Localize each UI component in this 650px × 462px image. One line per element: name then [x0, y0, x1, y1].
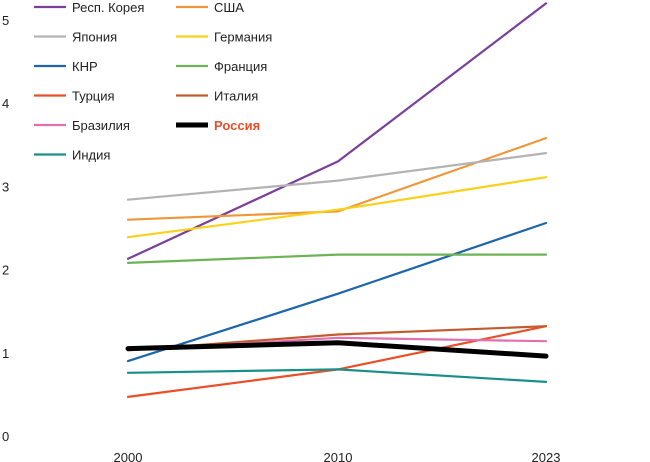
series-line-france [126, 253, 548, 264]
series-line-india [126, 368, 548, 383]
legend-label-russia: Россия [214, 118, 260, 133]
legend-label-france: Франция [214, 59, 267, 74]
legend-label-india: Индия [72, 148, 110, 163]
series-line-usa [126, 137, 548, 221]
y-tick-label: 5 [2, 13, 9, 28]
legend-label-brazil: Бразилия [72, 118, 130, 133]
legend-label-italy: Италия [214, 89, 258, 104]
legend-label-japan: Япония [72, 30, 117, 45]
y-axis-ticks: 0 1 2 3 4 5 [2, 13, 9, 444]
legend-label-usa: США [214, 0, 244, 15]
legend-label-korea: Респ. Корея [72, 0, 144, 15]
x-axis-ticks: 2000 2010 2023 [114, 450, 561, 462]
y-tick-label: 3 [2, 179, 9, 194]
y-tick-label: 0 [2, 429, 9, 444]
y-tick-label: 1 [2, 346, 9, 361]
legend-label-china: КНР [72, 59, 98, 74]
legend-label-germany: Германия [214, 30, 272, 45]
x-tick-label: 2010 [324, 450, 353, 462]
series-line-japan [126, 152, 548, 201]
y-tick-label: 4 [2, 96, 9, 111]
x-tick-label: 2000 [114, 450, 143, 462]
series-line-germany [126, 176, 548, 239]
series-line-russia [125, 340, 549, 359]
legend-label-turkey: Турция [72, 89, 115, 104]
legend: Респ. Корея США Япония Германия КНР Франция Ту… [34, 0, 272, 163]
series-line-korea [126, 2, 548, 260]
x-tick-label: 2023 [532, 450, 561, 462]
series-line-china [126, 221, 548, 363]
series-lines [125, 2, 549, 398]
y-tick-label: 2 [2, 263, 9, 278]
